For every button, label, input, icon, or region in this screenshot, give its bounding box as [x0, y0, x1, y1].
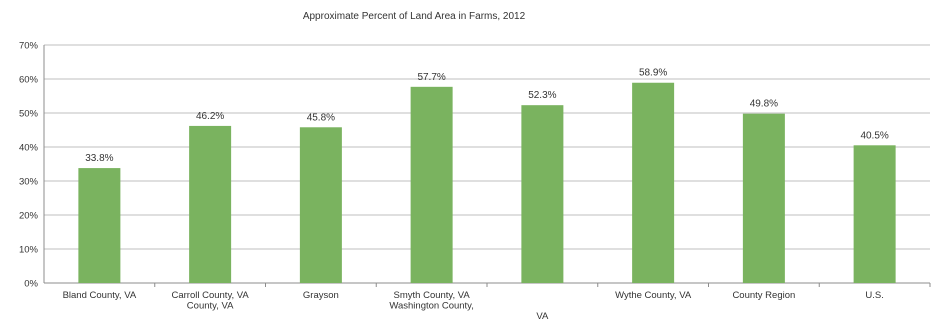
- bar: [189, 125, 232, 283]
- bar: [742, 113, 785, 284]
- bar: [632, 82, 675, 284]
- data-label: 45.8%: [307, 112, 335, 123]
- bar: [410, 86, 453, 283]
- x-category-label: Grayson: [303, 290, 339, 301]
- x-category-label: Washington County,: [389, 301, 474, 312]
- gridlines: 0% 10% 20% 30% 40% 50% 60% 70%: [19, 41, 930, 290]
- data-labels: 33.8% 46.2% 45.8% 57.7% 52.3% 58.9% 49.8% 40.5%: [85, 68, 889, 164]
- bar: [521, 105, 564, 284]
- bar: [853, 145, 896, 283]
- x-category-label: Bland County, VA: [63, 290, 137, 301]
- data-label: 46.2%: [196, 111, 224, 122]
- y-tick-label: 0%: [24, 279, 38, 290]
- bar: [299, 127, 342, 283]
- y-tick-label: 10%: [19, 245, 39, 256]
- x-category-label: Wythe County, VA: [615, 290, 692, 301]
- bars: [78, 82, 896, 284]
- y-tick-label: 50%: [19, 109, 39, 120]
- axes: [43, 45, 931, 287]
- x-category-label: VA: [536, 311, 549, 322]
- y-tick-label: 40%: [19, 143, 39, 154]
- y-tick-label: 30%: [19, 177, 39, 188]
- data-label: 52.3%: [528, 90, 556, 101]
- data-label: 33.8%: [85, 153, 113, 164]
- x-category-label: County, VA: [187, 301, 234, 312]
- y-tick-label: 70%: [19, 41, 39, 52]
- y-tick-label: 60%: [19, 75, 39, 86]
- x-category-label: Smyth County, VA: [394, 290, 471, 301]
- category-labels: Bland County, VA Carroll County, VACounty…: [63, 290, 884, 322]
- x-category-label: Carroll County, VA: [171, 290, 249, 301]
- bar: [78, 168, 121, 283]
- x-category-label: County Region: [732, 290, 795, 301]
- x-category-label: U.S.: [865, 290, 883, 301]
- data-label: 49.8%: [750, 99, 778, 110]
- y-tick-label: 20%: [19, 211, 39, 222]
- data-label: 58.9%: [639, 68, 667, 79]
- data-label: 40.5%: [860, 130, 888, 141]
- data-label: 57.7%: [417, 72, 445, 83]
- chart-title: Approximate Percent of Land Area in Farm…: [303, 11, 526, 22]
